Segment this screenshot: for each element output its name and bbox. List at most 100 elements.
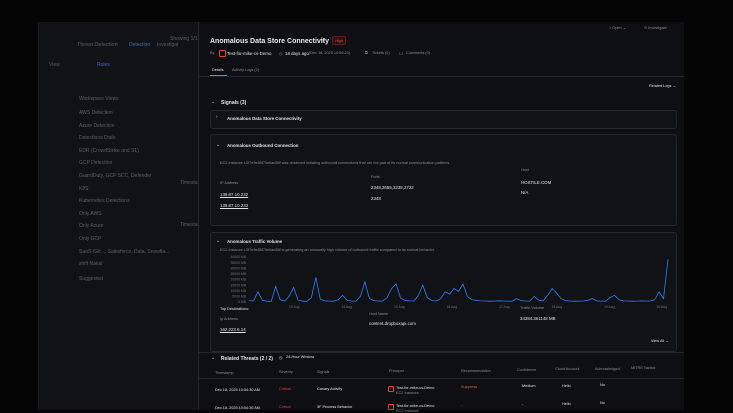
- ip-link-1[interactable]: 139.87.10.232: [220, 192, 249, 197]
- threats-col-header[interactable]: Acknowledged: [595, 366, 620, 371]
- threats-col-header[interactable]: Confidence: [517, 368, 537, 372]
- col-hostname: Host Name: [369, 312, 388, 316]
- x-tick-label: 20 Aug: [657, 305, 668, 309]
- threats-col-header[interactable]: Cloud Account: [555, 367, 580, 372]
- signal-1-title: Anomalous Data Store Connectivity: [227, 116, 302, 121]
- threats-chevron-icon[interactable]: ⌄: [211, 355, 216, 361]
- y-tick-label: 0 MB: [238, 300, 247, 304]
- threats-header-divider: [199, 378, 684, 379]
- threat-account: Hello: [562, 401, 571, 406]
- investigate-label: Investigate: [648, 26, 667, 30]
- threat-recommendation[interactable]: Suppress: [461, 385, 478, 390]
- threat-signals: 3F Process Behavior: [317, 404, 353, 409]
- threat-severity: Critical: [279, 387, 291, 392]
- bg-timestamp: Timestam: [180, 180, 202, 186]
- window-clock-icon: ◷: [279, 356, 283, 360]
- threats-col-header[interactable]: Signals: [317, 369, 330, 374]
- chevron-down-icon[interactable]: ⌄: [216, 142, 221, 148]
- bg-sidebar-item: EDR (CrowdStrike and S1): [79, 147, 139, 154]
- view-all-link[interactable]: View All →: [651, 339, 670, 343]
- severity-badge: High: [332, 36, 347, 45]
- bg-sidebar-item: Detections Dialo: [79, 135, 116, 142]
- time-window: 24-Hour Window: [286, 355, 315, 359]
- bg-sidebar-item: Only GCP: [79, 236, 102, 242]
- threats-col-header[interactable]: Principal: [389, 369, 404, 374]
- tabs-divider: [199, 76, 684, 77]
- threat-confidence: Medium: [522, 384, 536, 389]
- signal-card-2: ⌄ Anomalous Outbound Connection EC2 Inst…: [210, 134, 677, 226]
- comments-link[interactable]: Comments (0): [406, 51, 431, 55]
- threat-principal[interactable]: Test-for-mike-cs-Demo: [396, 403, 435, 408]
- tab-details[interactable]: Details: [212, 68, 224, 72]
- threats-col-header[interactable]: Recommendation: [461, 368, 491, 373]
- signals-heading: Signals (3): [221, 100, 247, 106]
- threats-col-header[interactable]: MITRE Tactics: [631, 366, 656, 371]
- bg-tab-investigate: Investigat: [157, 42, 179, 48]
- status-dot-icon: ○: [609, 26, 613, 30]
- ports-2: 2348: [371, 196, 381, 201]
- threats-divider: [199, 352, 684, 353]
- ip-link-2[interactable]: 139.87.10.233: [220, 203, 249, 208]
- bg-suggested: Suggested: [79, 276, 103, 282]
- owner-name[interactable]: Test-for-mike-cs-Demo: [227, 51, 272, 56]
- threats-heading: Related Threats (2 / 2): [221, 356, 273, 362]
- threat-timestamp: Dec 18, 2025 10:54:30 AM: [215, 388, 260, 392]
- threat-account: Hello: [562, 383, 571, 388]
- x-tick-label: 16 Aug: [447, 305, 458, 309]
- signal-3-description: EC2 Instance i-0f7e9e55f70e0ac58f is gen…: [220, 248, 435, 252]
- bg-view-tab: View: [49, 62, 60, 68]
- bg-timestamp-2: Timestam: [180, 222, 202, 228]
- y-tick-label: 10000 MB: [231, 289, 247, 293]
- investigate-button[interactable]: ⊙ Investigate: [644, 25, 667, 30]
- signal-2-description: EC2 Instance i-0f7e9e55f70e0ac58f was ob…: [220, 161, 451, 165]
- x-tick-label: 15 Aug: [394, 305, 405, 309]
- host-1: HOSTILE.COM: [521, 180, 552, 185]
- signal-card-1[interactable]: › Anomalous Data Store Connectivity: [210, 110, 677, 129]
- x-tick-label: 13 Aug: [289, 305, 300, 309]
- threat-principal[interactable]: Test-for-mike-cs-Demo: [396, 385, 435, 390]
- related-logs-link[interactable]: Related Logs →: [649, 84, 677, 88]
- dest-ip-link[interactable]: 162.223.6.14: [220, 327, 246, 332]
- bg-sidebar-item: GuardDuty, GCP SCC, Defender: [79, 173, 152, 179]
- bg-showing-count: Showing 1/120: [170, 36, 204, 42]
- col-traffic-volume: Traffic Volume: [520, 306, 545, 310]
- active-tab-indicator: [210, 75, 227, 76]
- threats-col-header[interactable]: Timestamp: [215, 371, 234, 375]
- threat-confidence: -: [522, 402, 524, 407]
- comment-icon: ☐: [399, 52, 403, 56]
- traffic-series-line: [248, 259, 669, 302]
- y-tick-label: 30000 MB: [231, 266, 247, 270]
- signal-2-title: Anomalous Outbound Connection: [227, 143, 299, 148]
- threats-col-header[interactable]: Severity: [279, 370, 293, 375]
- chevron-down-icon-2[interactable]: ⌄: [216, 238, 221, 244]
- bg-section-title: Workspace Views: [79, 96, 119, 102]
- y-tick-label: 15000 MB: [231, 283, 247, 287]
- x-tick-label: 18 Aug: [552, 305, 563, 309]
- principal-icon: [388, 386, 394, 392]
- bg-sidebar-item: SaaS (Git..., Salesforce, Data, Snowfla.…: [79, 248, 170, 255]
- tab-activity-logs[interactable]: Activity Logs (2): [232, 68, 260, 72]
- alert-count: +2: [320, 37, 326, 42]
- by-label: By: [210, 51, 215, 55]
- threat-principal-type: EC2 Instance: [396, 408, 419, 413]
- bg-sidebar-item: shift Nakal: [79, 261, 103, 268]
- principal-icon: [388, 404, 394, 410]
- threat-recommendation[interactable]: -: [461, 403, 463, 408]
- y-tick-label: 5000 MB: [232, 295, 246, 299]
- threat-acknowledged: No: [600, 383, 605, 388]
- dest-host: content.dropboxapi.com: [369, 321, 416, 326]
- tickets-link[interactable]: Tickets (0): [372, 51, 390, 55]
- signals-chevron-icon[interactable]: ⌄: [211, 99, 216, 105]
- bg-tab-detection: Detection: [129, 42, 151, 48]
- alert-title: Anomalous Data Store Connectivity: [210, 38, 330, 45]
- signal-3-title: Anomalous Traffic Volume: [227, 239, 283, 244]
- threat-signals: Canary Activity: [317, 386, 343, 391]
- threat-timestamp: Dec 18, 2025 10:54:30 AM: [215, 406, 260, 410]
- x-tick-label: 19 Aug: [604, 305, 615, 309]
- bg-rules-tab: Rules: [97, 62, 110, 68]
- col-ip: Ip Address: [220, 317, 238, 321]
- ticket-icon: ⧉: [365, 51, 368, 55]
- x-tick-label: 14 Aug: [342, 305, 353, 309]
- col-ip-address: IP Address: [220, 181, 239, 185]
- status-dropdown[interactable]: ○ Open ⌄: [609, 26, 626, 30]
